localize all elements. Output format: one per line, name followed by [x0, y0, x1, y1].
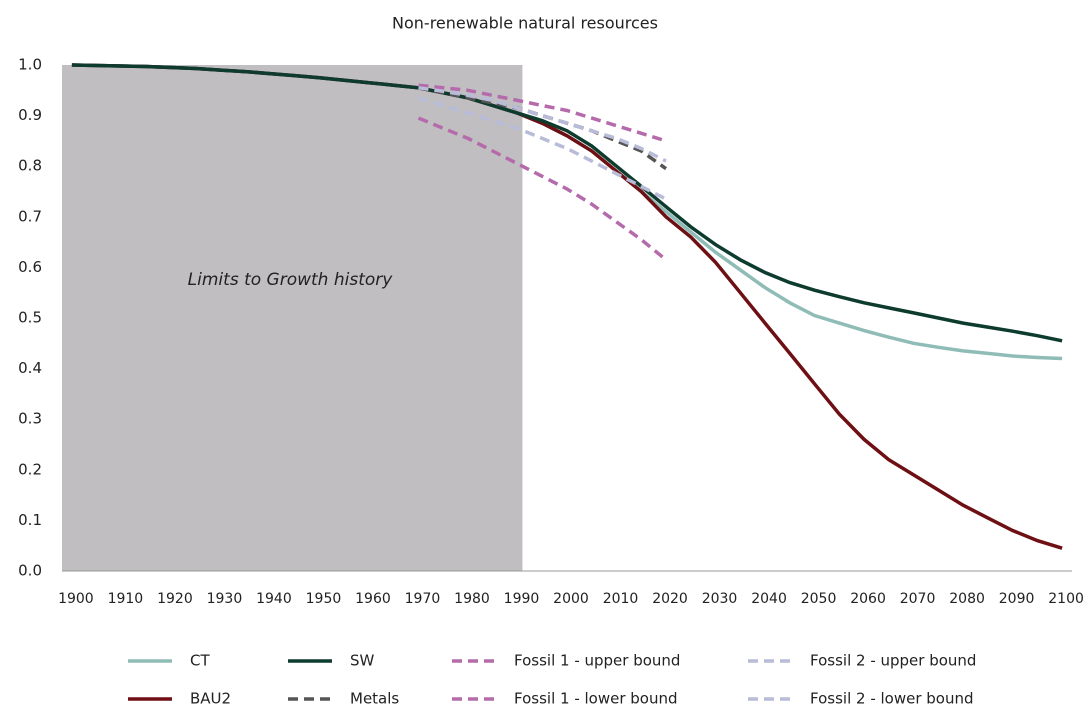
- history-region: [62, 65, 523, 571]
- y-tick-label: 1.0: [18, 56, 42, 74]
- y-tick-label: 0.0: [18, 562, 42, 580]
- series-line: [417, 116, 668, 262]
- x-tick-label: 1970: [405, 591, 441, 607]
- x-tick-label: 1960: [355, 591, 391, 607]
- y-tick-label: 0.2: [18, 460, 42, 478]
- annotation: Limits to Growth history: [188, 270, 394, 290]
- legend-label: Metals: [350, 690, 399, 708]
- x-tick-label: 2080: [949, 591, 985, 607]
- x-tick-label: 2030: [702, 591, 738, 607]
- x-tick-label: 1920: [157, 591, 193, 607]
- legend-label: BAU2: [190, 690, 231, 708]
- y-tick-label: 0.8: [18, 157, 42, 175]
- x-tick-label: 2000: [553, 591, 589, 607]
- x-tick-label: 2090: [999, 591, 1035, 607]
- x-tick-label: 2050: [801, 591, 837, 607]
- x-tick-label: 1910: [108, 591, 144, 607]
- y-tick-label: 0.1: [18, 511, 42, 529]
- x-tick-label: 1900: [58, 591, 94, 607]
- chart-title: Non-renewable natural resources: [392, 14, 658, 33]
- x-tick-label: 1940: [256, 591, 292, 607]
- x-tick-label: 1990: [504, 591, 540, 607]
- x-tick-label: 2020: [652, 591, 688, 607]
- x-tick-label: 1980: [454, 591, 490, 607]
- y-tick-label: 0.3: [18, 410, 42, 428]
- y-tick-label: 0.5: [18, 309, 42, 327]
- x-tick-label: 1950: [306, 591, 342, 607]
- y-tick-label: 0.4: [18, 359, 42, 377]
- legend-label: Fossil 1 - lower bound: [514, 690, 678, 708]
- legend-label: SW: [350, 652, 375, 670]
- x-tick-label: 2100: [1048, 591, 1084, 607]
- legend-label: CT: [190, 652, 210, 670]
- series-line: [417, 96, 667, 201]
- legend-label: Fossil 2 - upper bound: [810, 652, 976, 670]
- legend-label: Fossil 1 - upper bound: [514, 652, 680, 670]
- x-tick-label: 2060: [850, 591, 886, 607]
- x-tick-label: 1930: [207, 591, 243, 607]
- series-line: [418, 86, 668, 171]
- y-tick-label: 0.6: [18, 258, 42, 276]
- y-tick-label: 0.7: [18, 207, 42, 225]
- series-line: [71, 63, 1063, 343]
- y-tick-label: 0.9: [18, 106, 42, 124]
- x-tick-label: 2070: [900, 591, 936, 607]
- legend-label: Fossil 2 - lower bound: [810, 690, 974, 708]
- x-tick-label: 2010: [603, 591, 639, 607]
- series-line: [418, 86, 667, 163]
- x-tick-label: 2040: [751, 591, 787, 607]
- series-line: [418, 83, 667, 143]
